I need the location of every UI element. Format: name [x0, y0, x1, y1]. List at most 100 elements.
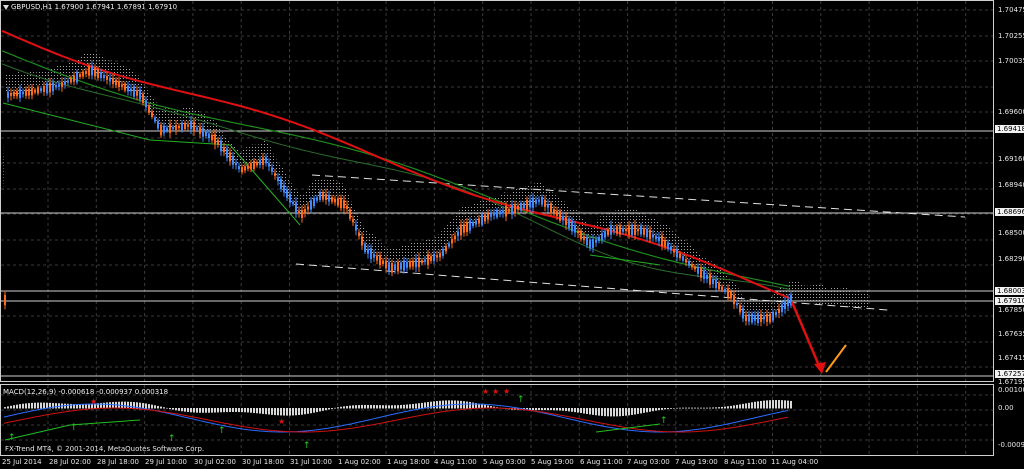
- macd-histogram-bar: [718, 407, 720, 409]
- macd-histogram-bar: [673, 408, 675, 409]
- hline-price-tag[interactable]: 1.68696: [995, 208, 1024, 216]
- candle-body: [271, 167, 273, 172]
- candle-body: [403, 260, 405, 271]
- candle-body: [568, 218, 570, 229]
- candle-body: [262, 157, 264, 165]
- candle-body: [484, 214, 486, 222]
- time-tick: 28 Jul 02:00: [49, 458, 91, 466]
- macd-histogram-bar: [562, 408, 564, 411]
- macd-trend-line: [595, 423, 661, 433]
- candle-body: [541, 196, 543, 205]
- current-price-tag[interactable]: 1.67910: [995, 297, 1024, 305]
- macd-histogram-bar: [586, 408, 588, 414]
- macd-histogram-bar: [199, 408, 201, 413]
- macd-histogram-bar: [661, 408, 663, 410]
- macd-histogram-bar: [529, 408, 531, 411]
- macd-histogram-bar: [283, 408, 285, 416]
- macd-histogram-bar: [430, 401, 432, 409]
- chevron-down-icon[interactable]: [3, 4, 9, 10]
- candle-body: [667, 242, 669, 250]
- candle-body: [763, 316, 765, 320]
- macd-histogram-bar: [688, 407, 690, 409]
- macd-histogram-bar: [217, 408, 219, 413]
- macd-signal-line: [3, 407, 789, 433]
- candle-body: [313, 197, 315, 207]
- macd-histogram-bar: [85, 403, 87, 409]
- hline-price-tag[interactable]: 1.69418: [995, 125, 1024, 133]
- macd-histogram-bar: [361, 404, 363, 409]
- candle-body: [517, 205, 519, 210]
- macd-histogram-bar: [265, 408, 267, 415]
- hline-price-tag[interactable]: 1.68003: [995, 287, 1024, 295]
- macd-histogram-bar: [691, 407, 693, 409]
- candle-body: [586, 236, 588, 246]
- forecast-arrow-down: [790, 301, 822, 369]
- candle-body: [676, 249, 678, 258]
- candle-body: [136, 90, 138, 96]
- candle-body: [721, 286, 723, 291]
- candle-body: [139, 89, 141, 100]
- macd-histogram-bar: [319, 408, 321, 412]
- macd-histogram-bar: [643, 408, 645, 413]
- candle-body: [652, 234, 654, 238]
- candle-body: [19, 88, 21, 98]
- macd-histogram-bar: [790, 400, 792, 409]
- candle-body: [442, 249, 444, 256]
- candle-body: [631, 224, 633, 236]
- macd-histogram-bar: [301, 408, 303, 415]
- candle-body: [466, 222, 468, 232]
- macd-histogram-bar: [772, 400, 774, 409]
- forecast-line-up: [825, 344, 847, 373]
- macd-histogram-bar: [151, 404, 153, 409]
- candle-body: [529, 200, 531, 208]
- candle-body: [103, 75, 105, 78]
- candle-body: [67, 80, 69, 83]
- macd-histogram-bar: [568, 408, 570, 412]
- price-tick: 1.67195: [998, 378, 1024, 386]
- macd-histogram-bar: [292, 408, 294, 416]
- macd-histogram-bar: [475, 403, 477, 409]
- candle-body: [760, 314, 762, 322]
- candle-body: [73, 75, 75, 82]
- hline-price-tag[interactable]: 1.67257: [995, 370, 1024, 378]
- macd-histogram-bar: [382, 405, 384, 409]
- macd-histogram-bar: [313, 408, 315, 413]
- sell-signal-icon: ★: [482, 387, 489, 396]
- macd-histogram-bar: [616, 408, 618, 417]
- candle-body: [70, 77, 72, 83]
- time-tick: 30 Jul 18:00: [242, 458, 284, 466]
- candle-body: [526, 199, 528, 210]
- candle-body: [295, 202, 297, 213]
- candle-body: [202, 127, 204, 137]
- macd-histogram-bar: [244, 408, 246, 413]
- macd-histogram-bar: [697, 407, 699, 409]
- macd-histogram-bar: [52, 402, 54, 409]
- candle-body: [307, 206, 309, 210]
- macd-title: MACD(12,26,9) -0.000618 -0.000937 0.0003…: [3, 388, 169, 396]
- macd-histogram-bar: [109, 402, 111, 409]
- candle-body: [250, 162, 252, 170]
- candle-body: [400, 262, 402, 270]
- candle-body: [331, 197, 333, 202]
- macd-histogram-bar: [43, 402, 45, 409]
- macd-line: [3, 403, 789, 433]
- macd-histogram-bar: [157, 405, 159, 409]
- macd-histogram-bar: [139, 402, 141, 409]
- candle-body: [31, 88, 33, 96]
- candle-body: [787, 299, 789, 307]
- candle-body: [691, 264, 693, 268]
- candle-body: [52, 82, 54, 92]
- price-chart-area[interactable]: [0, 0, 994, 382]
- macd-trend-line: [4, 419, 141, 441]
- candle-body: [595, 239, 597, 243]
- macd-histogram-bar: [613, 408, 615, 417]
- candle-body: [151, 111, 153, 117]
- macd-histogram-bar: [100, 402, 102, 409]
- candle-body: [736, 303, 738, 306]
- macd-indicator-area[interactable]: [0, 384, 994, 456]
- candle-body: [682, 256, 684, 261]
- candle-body: [694, 266, 696, 270]
- time-tick: 29 Jul 10:00: [145, 458, 187, 466]
- candle-body: [16, 91, 18, 97]
